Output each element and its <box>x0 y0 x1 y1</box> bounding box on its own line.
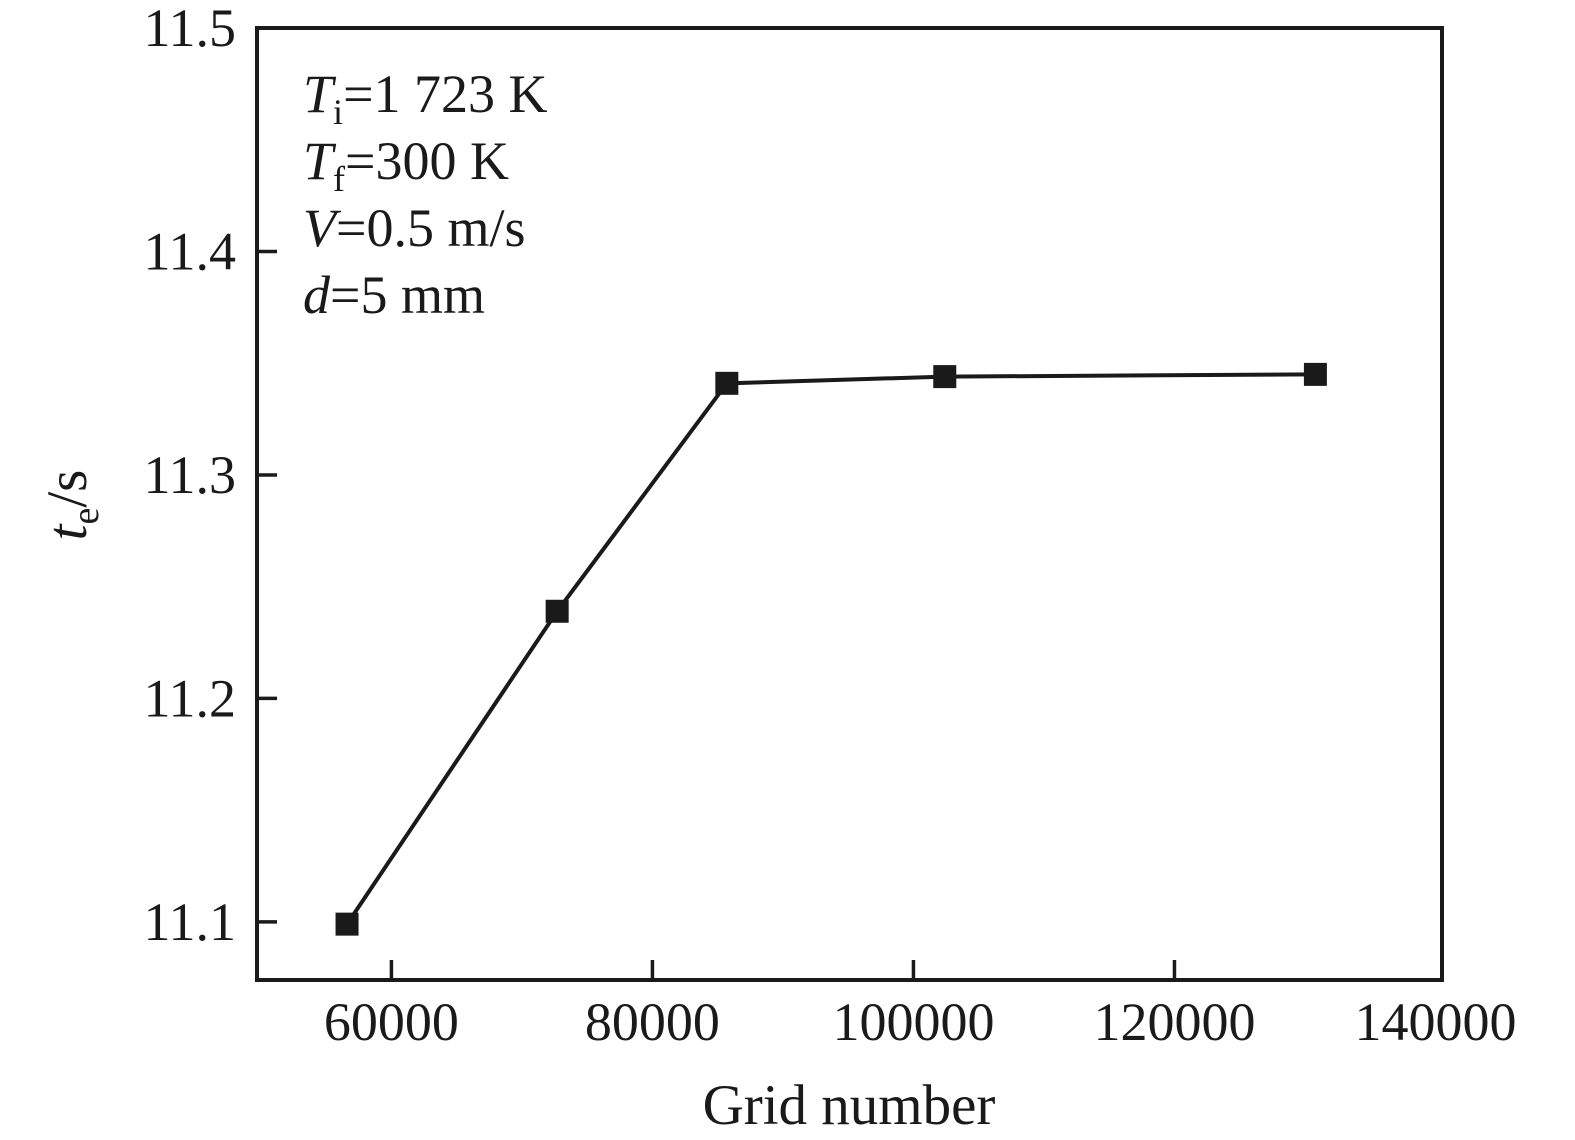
y-tick-label: 11.4 <box>144 221 237 281</box>
x-axis-label: Grid number <box>703 1074 996 1137</box>
data-point-marker <box>335 912 359 936</box>
x-tick-label: 100000 <box>832 992 994 1052</box>
y-tick-label: 11.3 <box>144 445 237 505</box>
x-tick-label: 60000 <box>324 992 459 1052</box>
y-axis-tick-labels: 11.1 11.2 11.3 11.4 11.5 <box>144 0 237 952</box>
x-axis-ticks <box>389 960 1177 978</box>
data-point-marker <box>933 365 957 389</box>
series-line <box>345 372 1316 926</box>
x-tick-label: 80000 <box>585 992 720 1052</box>
annotation-line: Tf=300 K <box>303 131 509 199</box>
data-point-marker <box>545 599 569 623</box>
plot-border <box>255 26 1444 982</box>
data-point-marker <box>715 371 739 395</box>
annotation-line: d=5 mm <box>303 265 485 325</box>
x-axis-tick-labels: 60000 80000 100000 120000 140000 <box>324 992 1517 1052</box>
x-tick-label: 120000 <box>1093 992 1255 1052</box>
annotation-line: V=0.5 m/s <box>303 198 525 258</box>
y-axis-ticks <box>259 249 277 924</box>
annotation-line: Ti=1 723 K <box>303 64 548 132</box>
y-tick-label: 11.1 <box>144 892 237 952</box>
annotation-block: Ti=1 723 KTf=300 KV=0.5 m/s d=5 mm <box>303 64 548 325</box>
y-tick-label: 11.2 <box>144 668 237 728</box>
x-tick-label: 140000 <box>1354 992 1516 1052</box>
y-axis-label: te/s <box>36 470 107 541</box>
data-point-marker <box>1303 362 1327 386</box>
data-series <box>335 362 1327 936</box>
y-tick-label: 11.5 <box>144 0 237 58</box>
